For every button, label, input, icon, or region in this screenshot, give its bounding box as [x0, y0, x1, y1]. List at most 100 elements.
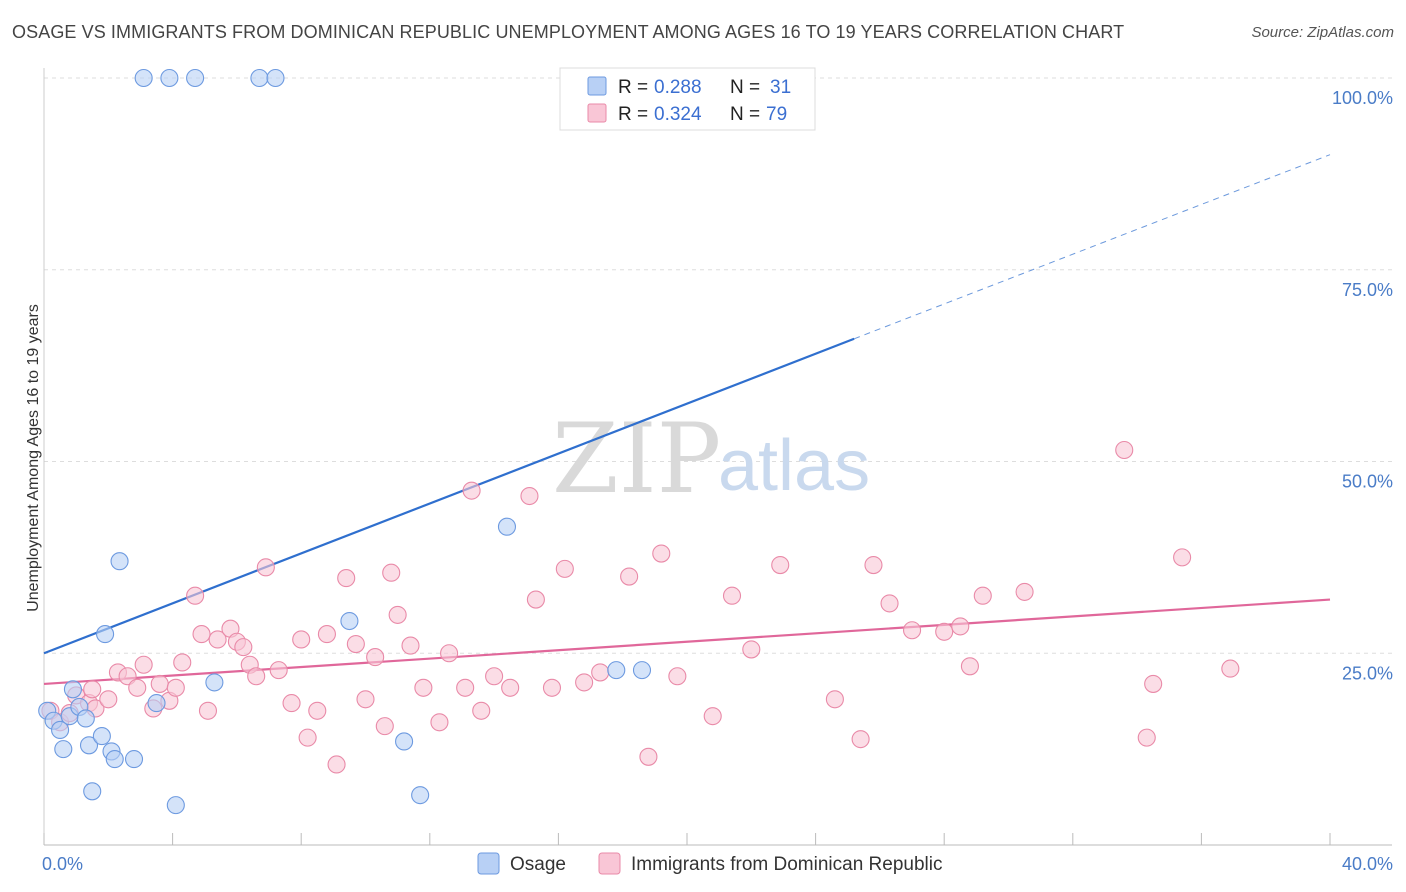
legend-n-value-dominican: 79 [766, 104, 787, 125]
point-dominican-59 [668, 667, 687, 686]
point-dominican-19 [198, 701, 218, 720]
point-dominican-18 [192, 625, 211, 644]
point-dominican-69 [935, 622, 954, 641]
point-dominican-44 [440, 644, 459, 663]
point-dominican-75 [1137, 728, 1156, 747]
grid-lines [44, 77, 1392, 654]
point-dominican-77 [1173, 548, 1192, 567]
point-dominican-37 [366, 648, 385, 667]
y-tick-25: 25.0% [1342, 663, 1393, 683]
point-dominican-13 [150, 674, 169, 693]
point-dominican-45 [456, 678, 475, 697]
point-osage-27 [497, 517, 517, 536]
trend-line-osage [43, 337, 855, 655]
y-tick-75: 75.0% [1342, 280, 1393, 300]
point-dominican-46 [462, 481, 481, 500]
point-dominican-61 [722, 586, 742, 605]
legend-n-value-osage: 31 [770, 77, 791, 98]
point-dominican-16 [173, 653, 192, 672]
point-dominican-66 [864, 555, 883, 575]
legend-swatch-dominican [587, 103, 607, 123]
point-dominican-23 [234, 638, 253, 657]
point-osage-14 [110, 552, 129, 571]
point-dominican-29 [298, 728, 317, 747]
point-osage-2 [51, 720, 70, 740]
point-osage-25 [395, 732, 414, 751]
point-dominican-17 [186, 586, 205, 605]
point-dominican-54 [575, 673, 594, 692]
series-legend-label-dominican: Immigrants from Dominican Republic [631, 854, 943, 875]
point-dominican-50 [520, 486, 539, 506]
legend-r-label-dominican: R = [618, 104, 648, 125]
legend-n-label-osage: N = [730, 77, 760, 98]
y-tick-labels: 25.0% 50.0% 75.0% 100.0% [1332, 88, 1393, 683]
point-dominican-53 [555, 559, 574, 578]
stats-legend: R = 0.288 N = 31 R = 0.324 N = 79 [559, 67, 816, 131]
point-dominican-68 [902, 621, 922, 640]
point-dominican-78 [1221, 659, 1240, 678]
point-dominican-26 [256, 558, 275, 577]
point-dominican-33 [327, 755, 346, 774]
point-dominican-47 [472, 701, 491, 720]
point-dominican-70 [951, 617, 970, 636]
point-osage-26 [411, 786, 430, 805]
watermark-zip: ZIP [552, 403, 721, 515]
point-dominican-15 [166, 678, 185, 697]
chart-title: OSAGE VS IMMIGRANTS FROM DOMINICAN REPUB… [12, 22, 1125, 42]
watermark-atlas: atlas [718, 426, 870, 506]
point-osage-10 [92, 727, 111, 746]
point-dominican-57 [639, 747, 658, 766]
point-dominican-52 [542, 678, 562, 697]
point-dominican-35 [346, 634, 365, 654]
point-osage-28 [607, 661, 626, 680]
point-dominican-38 [375, 717, 394, 736]
point-dominican-48 [485, 667, 504, 686]
point-dominican-63 [771, 555, 790, 575]
point-dominican-39 [388, 605, 407, 624]
point-dominican-5 [83, 680, 102, 699]
point-osage-17 [166, 796, 185, 815]
series-legend-label-osage: Osage [510, 854, 566, 875]
point-dominican-73 [1015, 582, 1034, 601]
point-dominican-32 [317, 625, 336, 644]
point-dominican-43 [430, 713, 449, 732]
point-osage-16 [147, 694, 166, 713]
point-osage-20 [160, 68, 179, 88]
point-dominican-65 [851, 730, 870, 749]
point-dominican-55 [591, 663, 610, 682]
point-dominican-10 [128, 678, 147, 697]
point-dominican-72 [973, 586, 992, 605]
trend-extension-osage [853, 154, 1331, 340]
point-osage-19 [134, 68, 153, 88]
point-osage-5 [63, 680, 82, 699]
point-dominican-30 [292, 630, 311, 649]
point-osage-18 [205, 673, 224, 692]
point-dominican-7 [99, 690, 118, 709]
point-dominican-31 [308, 701, 327, 720]
point-osage-13 [105, 750, 124, 769]
legend-r-value-dominican: 0.324 [654, 104, 702, 125]
y-tick-50: 50.0% [1342, 472, 1393, 492]
point-dominican-67 [880, 594, 899, 613]
series-legend-swatch-osage [477, 852, 500, 875]
data-points [38, 68, 1240, 815]
point-osage-7 [76, 709, 95, 728]
point-dominican-25 [247, 667, 266, 686]
point-dominican-36 [356, 690, 375, 709]
point-dominican-42 [414, 678, 433, 697]
y-tick-100: 100.0% [1332, 88, 1393, 108]
point-dominican-28 [282, 694, 301, 713]
point-osage-15 [124, 750, 144, 769]
point-osage-3 [54, 740, 73, 759]
point-dominican-58 [652, 544, 671, 563]
point-osage-11 [96, 625, 115, 644]
point-dominican-40 [382, 563, 401, 582]
x-tick-max: 40.0% [1342, 854, 1393, 874]
point-dominican-20 [208, 630, 227, 649]
point-dominican-62 [742, 640, 761, 659]
y-axis-label: Unemployment Among Ages 16 to 19 years [25, 304, 42, 612]
x-tick-min: 0.0% [42, 854, 83, 874]
point-osage-29 [632, 661, 652, 680]
point-dominican-49 [501, 678, 520, 697]
